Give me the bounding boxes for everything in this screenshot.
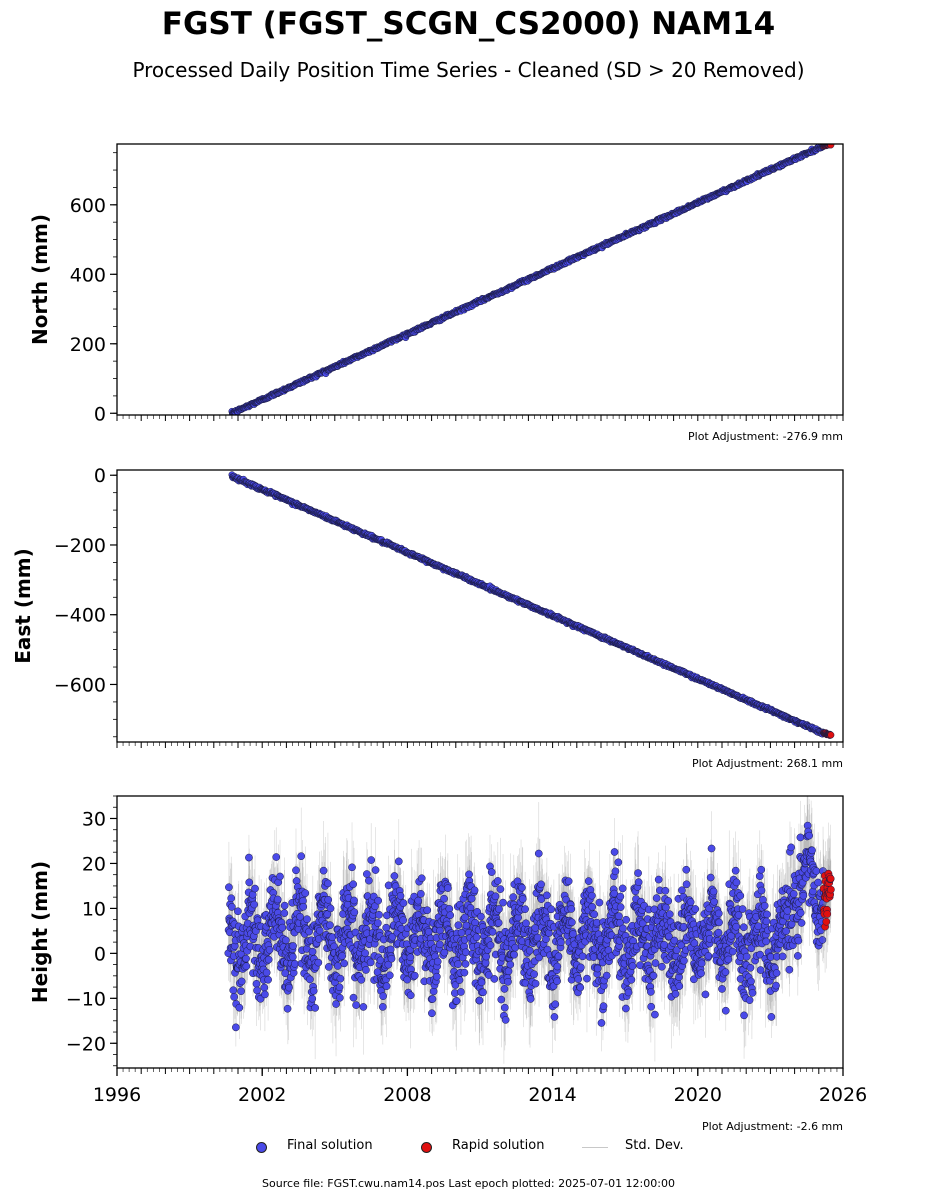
rapid-point	[827, 731, 835, 739]
final-point	[250, 900, 259, 909]
y-tick-label: −600	[54, 674, 106, 696]
data-layer-3	[224, 796, 835, 1064]
final-point	[242, 962, 251, 971]
chart-subtitle: Processed Daily Position Time Series - C…	[132, 58, 805, 82]
final-point	[235, 1003, 244, 1012]
final-point	[237, 977, 246, 986]
final-point	[253, 986, 261, 995]
y-tick-label: −400	[54, 605, 106, 627]
final-series	[228, 144, 827, 415]
y-axis-label: East (mm)	[11, 548, 35, 664]
y-tick-label: 0	[94, 403, 106, 425]
final-point	[252, 979, 261, 988]
panel-frame	[116, 469, 844, 743]
y-tick-label: 0	[94, 465, 106, 487]
final-point	[227, 903, 236, 911]
chart-title: FGST (FGST_SCGN_CS2000) NAM14	[161, 6, 776, 42]
y-axis-label: North (mm)	[28, 214, 52, 345]
y-tick-label: 200	[70, 334, 106, 356]
y-tick-label: 400	[70, 264, 106, 286]
final-series	[228, 471, 827, 738]
final-point	[242, 954, 250, 963]
final-point	[230, 993, 238, 1001]
final-point	[225, 883, 233, 892]
final-point	[229, 986, 238, 995]
final-point	[237, 987, 245, 996]
y-tick-label: −200	[54, 535, 106, 557]
final-series	[224, 796, 828, 1064]
final-point	[245, 853, 253, 862]
y-tick-label: 600	[70, 195, 106, 217]
final-point	[232, 1023, 240, 1032]
data-layer-1	[228, 144, 835, 415]
final-point	[227, 894, 236, 903]
final-point	[261, 990, 269, 999]
final-point	[251, 884, 259, 893]
plot-adjustment-note: Plot Adjustment: 268.1 mm	[692, 757, 843, 770]
panel-2: 0 −200 −400 −600 East (mm) Plot Adjustment: 2…	[11, 465, 844, 770]
rapid-point	[827, 144, 835, 149]
final-point	[245, 878, 254, 887]
final-point	[234, 907, 242, 916]
rapid-series	[820, 144, 835, 150]
data-layer-2	[228, 471, 835, 739]
final-point	[260, 983, 269, 992]
panel-1: 0 200 400 600 North (mm) Plot Adjustment: -27…	[28, 143, 844, 443]
plot-adjustment-note: Plot Adjustment: -276.9 mm	[688, 430, 843, 443]
